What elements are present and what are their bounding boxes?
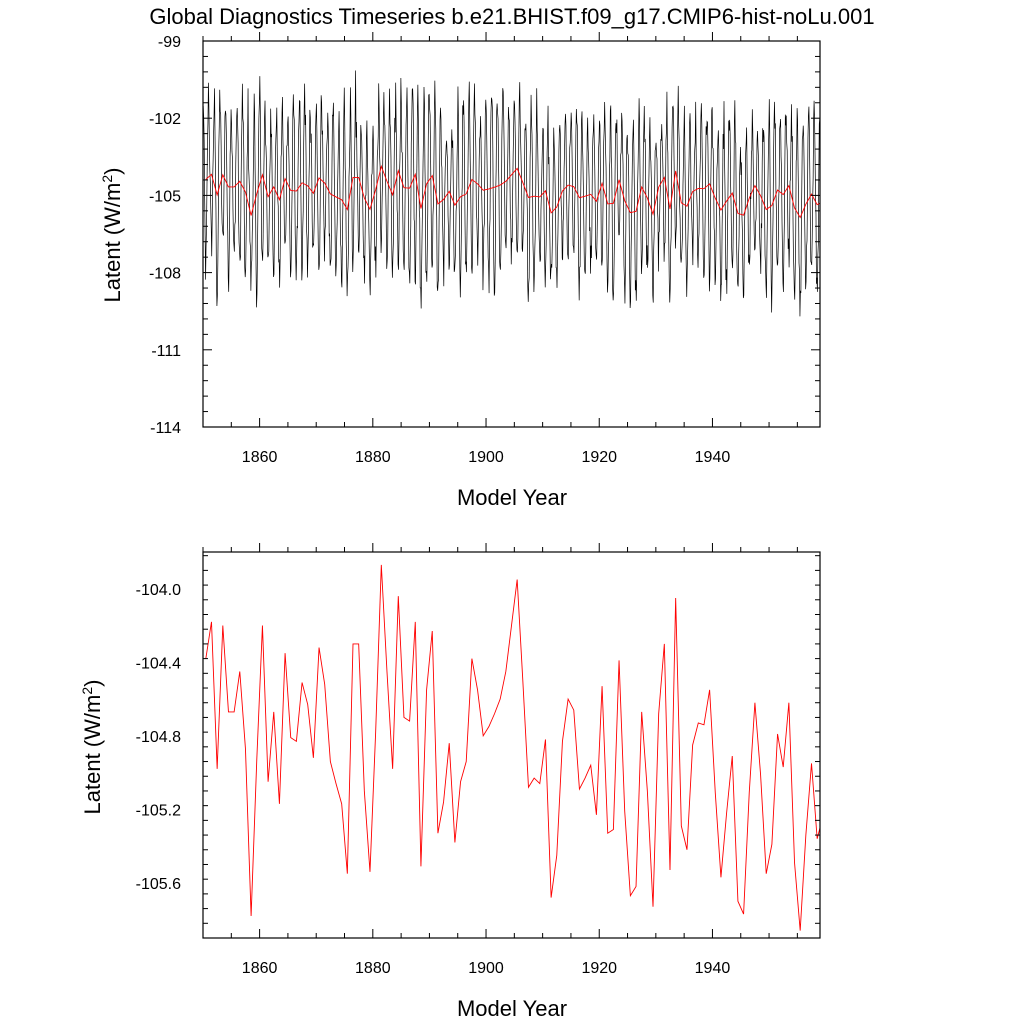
bottom-y-tick-label: -105.2: [136, 802, 181, 819]
top-plot-frame: [202, 40, 821, 428]
bottom-x-tick-label: 1940: [695, 960, 731, 977]
top-x-tick-label: 1940: [695, 449, 731, 466]
bottom-y-axis-label-main: Latent (W/m: [80, 695, 105, 815]
top-x-tick-label: 1880: [355, 449, 391, 466]
top-x-tick-label: 1900: [468, 449, 504, 466]
top-x-tick-label: 1920: [581, 449, 617, 466]
bottom-y-tick-label: -105.6: [136, 876, 181, 893]
top-y-axis-label: Latent (W/m2): [99, 168, 125, 303]
top-y-tick-label: -108: [149, 266, 181, 283]
top-panel-monthly-and-annual: 1860 1880 1900 1920 1940 -114 -111 -108 -105 -102…: [99, 32, 821, 510]
bottom-panel-annual: 1860 1880 1900 1920 1940 -105.6 -105.2 -104.8 -1…: [79, 543, 821, 1021]
top-x-axis-label: Model Year: [457, 485, 567, 510]
top-y-axis-label-tail: ): [100, 168, 125, 175]
bottom-x-tick-label: 1880: [355, 960, 391, 977]
top-monthly-series-line: [202, 70, 821, 317]
top-y-tick-label: -99: [158, 34, 181, 51]
bottom-x-tick-label: 1860: [242, 960, 278, 977]
top-y-tick-label: -105: [149, 188, 181, 205]
figure-title: Global Diagnostics Timeseries b.e21.BHIS…: [149, 4, 874, 29]
bottom-plot-axes: 1860 1880 1900 1920 1940 -105.6 -105.2 -104.8 -1…: [136, 543, 821, 977]
bottom-plot-series: [205, 564, 821, 931]
bottom-y-tick-label: -104.8: [136, 729, 181, 746]
bottom-y-axis-label-sup: 2: [79, 687, 95, 695]
bottom-plot-labels: Model Year Latent (W/m2): [79, 680, 567, 1021]
top-y-tick-label: -102: [149, 111, 181, 128]
top-y-axis-label-main: Latent (W/m: [100, 183, 125, 303]
bottom-x-axis-label: Model Year: [457, 996, 567, 1021]
bottom-y-tick-label: -104.0: [136, 582, 181, 599]
top-plot-axes: 1860 1880 1900 1920 1940 -114 -111 -108 -105 -102…: [149, 32, 821, 466]
top-y-tick-label: -114: [150, 420, 181, 437]
bottom-y-tick-label: -104.4: [136, 655, 181, 672]
top-y-axis-label-sup: 2: [99, 175, 115, 183]
bottom-y-axis-label: Latent (W/m2): [79, 680, 105, 815]
top-x-tick-label: 1860: [242, 449, 278, 466]
top-y-tick-label: -111: [151, 343, 181, 360]
top-annual-series-line: [205, 164, 821, 219]
top-plot-labels: Model Year Latent (W/m2): [99, 168, 567, 510]
bottom-annual-series-line: [205, 564, 821, 931]
bottom-plot-frame: [202, 551, 821, 939]
bottom-y-axis-label-tail: ): [80, 680, 105, 687]
bottom-x-tick-label: 1900: [468, 960, 504, 977]
top-plot-series: [202, 70, 821, 317]
bottom-x-tick-label: 1920: [581, 960, 617, 977]
